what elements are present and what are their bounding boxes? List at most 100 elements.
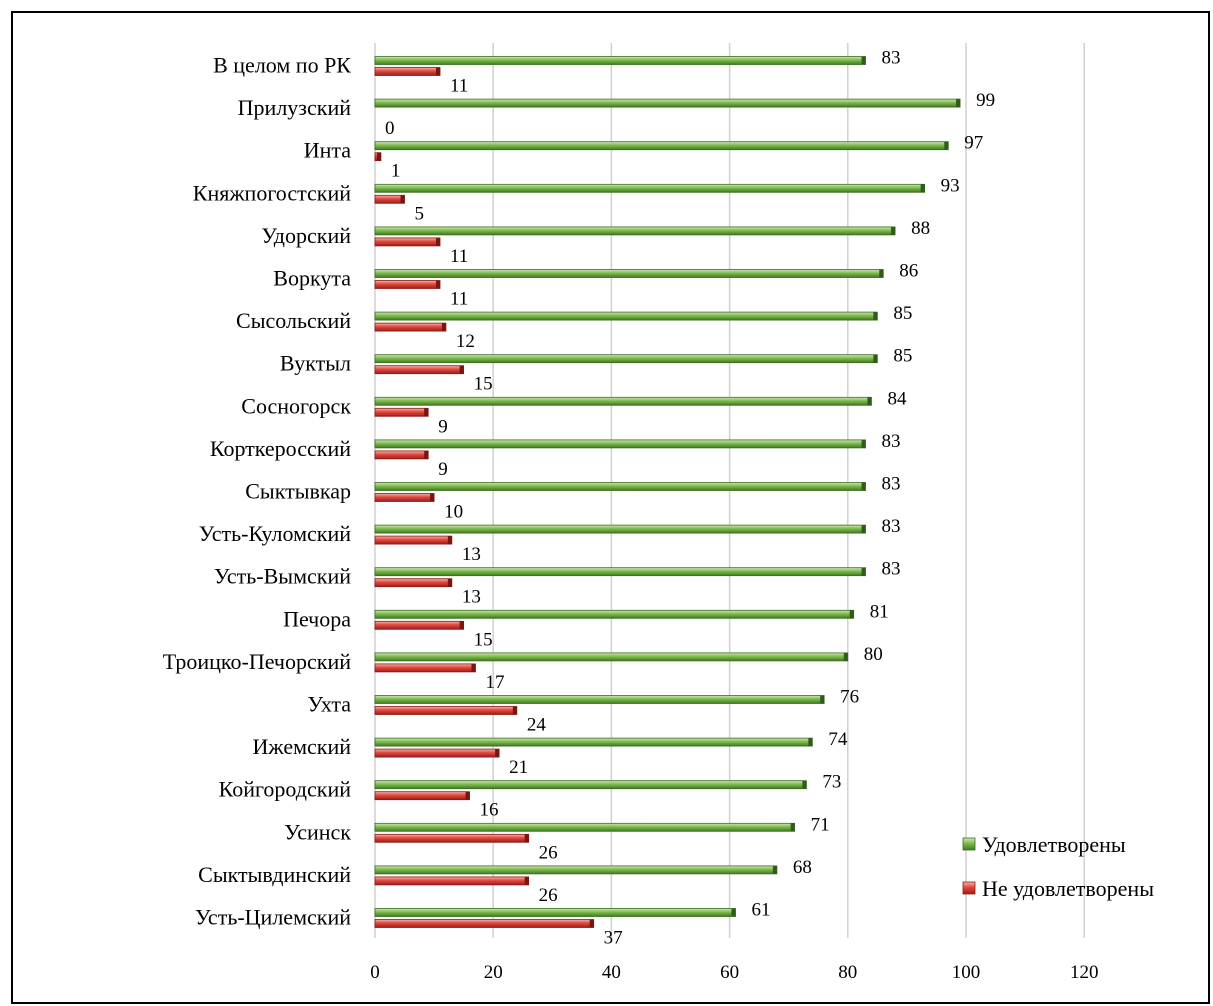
bar-satisfied: [374, 609, 855, 619]
category-label: Сосногорск: [241, 393, 351, 418]
bar-satisfied-cap: [891, 226, 896, 235]
data-label-satisfied: 99: [976, 90, 995, 111]
category-label: Вуктыл: [280, 351, 351, 376]
data-label-not-satisfied: 11: [450, 246, 468, 267]
category-label: Корткеросский: [210, 436, 351, 461]
data-label-satisfied: 84: [887, 388, 907, 409]
bar-not-satisfied: [374, 535, 453, 545]
data-label-not-satisfied: 10: [444, 502, 463, 523]
bar-satisfied-cap: [873, 312, 878, 321]
bar-not-satisfied-cap: [400, 195, 405, 204]
data-label-satisfied: 83: [882, 559, 901, 580]
bar-not-satisfied-cap: [459, 365, 464, 374]
bar-satisfied-cap: [956, 99, 961, 108]
bar-not-satisfied-cap: [441, 323, 446, 332]
category-label: Сыктывкар: [245, 479, 351, 504]
bar-not-satisfied-cap: [376, 152, 381, 161]
x-axis: 0 20 40 60 80 100 120: [370, 962, 1098, 983]
bar-satisfied-cap: [820, 695, 825, 704]
bar-not-satisfied: [374, 450, 429, 460]
data-label-not-satisfied: 26: [539, 842, 558, 863]
x-tick-label: 80: [838, 962, 857, 983]
category-label: Удорский: [261, 223, 351, 248]
data-label-not-satisfied: 37: [604, 928, 623, 949]
bar-satisfied-cap: [808, 738, 813, 747]
bar-not-satisfied-cap: [512, 706, 517, 715]
data-label-not-satisfied: 15: [474, 629, 493, 650]
bar-not-satisfied-cap: [524, 876, 529, 885]
data-label-satisfied: 83: [882, 516, 901, 537]
data-label-not-satisfied: 17: [485, 672, 504, 693]
bar-satisfied: [374, 652, 849, 662]
bar-not-satisfied: [374, 748, 500, 758]
bar-satisfied-cap: [867, 397, 872, 406]
bar-satisfied-cap: [879, 269, 884, 278]
category-label: Троицко-Печорский: [163, 649, 351, 674]
data-label-not-satisfied: 1: [391, 161, 401, 182]
bar-satisfied: [374, 737, 813, 747]
bar-satisfied-cap: [861, 482, 866, 491]
data-label-not-satisfied: 12: [456, 331, 475, 352]
data-label-not-satisfied: 15: [474, 374, 493, 395]
bar-not-satisfied: [374, 407, 429, 417]
data-label-satisfied: 83: [882, 48, 901, 69]
data-label-satisfied: 71: [811, 814, 830, 835]
x-tick-label: 0: [370, 962, 380, 983]
x-tick-label: 120: [1070, 962, 1099, 983]
bar-satisfied-cap: [920, 184, 925, 193]
data-label-not-satisfied: 24: [527, 715, 547, 736]
category-label: Койгородский: [219, 777, 352, 802]
bar-not-satisfied-cap: [424, 450, 429, 459]
data-label-satisfied: 73: [822, 772, 841, 793]
category-label: Усть-Цилемский: [195, 905, 351, 930]
bar-satisfied-cap: [790, 823, 795, 832]
bar-satisfied: [374, 354, 878, 364]
data-label-satisfied: 80: [864, 644, 883, 665]
bar-satisfied: [374, 908, 736, 917]
data-label-not-satisfied: 21: [509, 757, 528, 778]
legend-satisfied-label: Удовлетворены: [982, 832, 1126, 857]
bar-satisfied: [374, 269, 884, 278]
bar-not-satisfied: [374, 493, 435, 502]
bar-satisfied: [374, 695, 825, 704]
bar-satisfied-cap: [802, 780, 807, 789]
bar-satisfied: [374, 98, 961, 108]
bar-satisfied: [374, 141, 949, 151]
bar-satisfied: [374, 524, 866, 534]
bar-not-satisfied: [374, 791, 470, 801]
bar-not-satisfied-cap: [436, 67, 441, 76]
bar-satisfied-cap: [772, 865, 777, 874]
bar-satisfied-cap: [861, 56, 866, 65]
data-label-not-satisfied: 13: [462, 587, 481, 608]
legend-satisfied-swatch: [962, 837, 976, 851]
bar-not-satisfied: [374, 67, 441, 76]
data-label-not-satisfied: 16: [480, 800, 499, 821]
bar-satisfied-cap: [873, 354, 878, 363]
data-label-satisfied: 88: [911, 218, 930, 239]
bar-not-satisfied-cap: [524, 834, 529, 843]
bar-satisfied: [374, 396, 872, 406]
bar-not-satisfied-cap: [459, 621, 464, 630]
data-label-satisfied: 81: [870, 601, 889, 622]
bar-not-satisfied-cap: [471, 663, 476, 672]
category-label: Воркута: [273, 266, 351, 291]
x-tick-label: 20: [484, 962, 503, 983]
bar-satisfied: [374, 482, 866, 491]
data-label-satisfied: 74: [828, 729, 848, 750]
bar-satisfied: [374, 567, 866, 577]
data-label-not-satisfied: 11: [450, 76, 468, 97]
data-label-satisfied: 97: [964, 133, 983, 154]
bar-satisfied-cap: [861, 439, 866, 448]
bar-satisfied: [374, 780, 807, 790]
bar-not-satisfied: [374, 322, 447, 332]
legend: Удовлетворены Не удовлетворены: [962, 832, 1154, 901]
x-tick-label: 60: [720, 962, 739, 983]
x-tick-label: 100: [952, 962, 981, 983]
bar-satisfied: [374, 56, 866, 65]
bar-not-satisfied: [374, 876, 530, 886]
bar-satisfied: [374, 311, 878, 321]
category-label: Сысольский: [236, 308, 351, 333]
category-label: Ухта: [308, 692, 352, 717]
